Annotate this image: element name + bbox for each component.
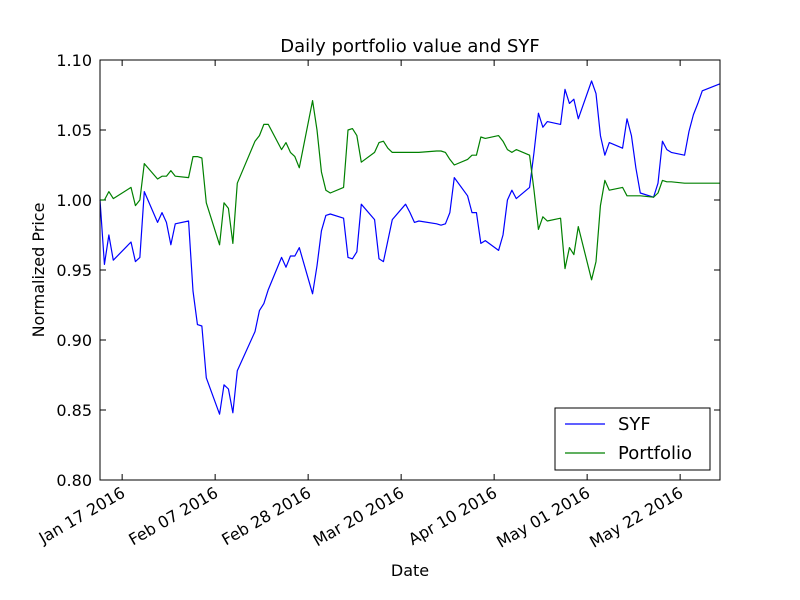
y-tick-label: 1.00: [56, 191, 92, 210]
y-tick-label: 1.05: [56, 121, 92, 140]
plot-frame: [99, 59, 721, 481]
legend: SYF Portfolio: [554, 407, 711, 471]
series-line: [100, 100, 720, 281]
series-line: [99, 80, 721, 415]
y-tick-label: 1.10: [56, 51, 92, 70]
legend-box: [554, 407, 711, 471]
legend-label: SYF: [618, 414, 651, 435]
y-axis-label: Normalized Price: [29, 203, 48, 338]
legend-label: Portfolio: [618, 443, 692, 464]
chart-title: Daily portfolio value and SYF: [280, 36, 540, 57]
y-tick-label: 0.80: [56, 471, 92, 490]
x-axis-label: Date: [391, 561, 429, 580]
y-tick-label: 0.85: [56, 401, 92, 420]
y-tick-label: 0.95: [56, 261, 92, 280]
y-tick-label: 0.90: [56, 331, 92, 350]
